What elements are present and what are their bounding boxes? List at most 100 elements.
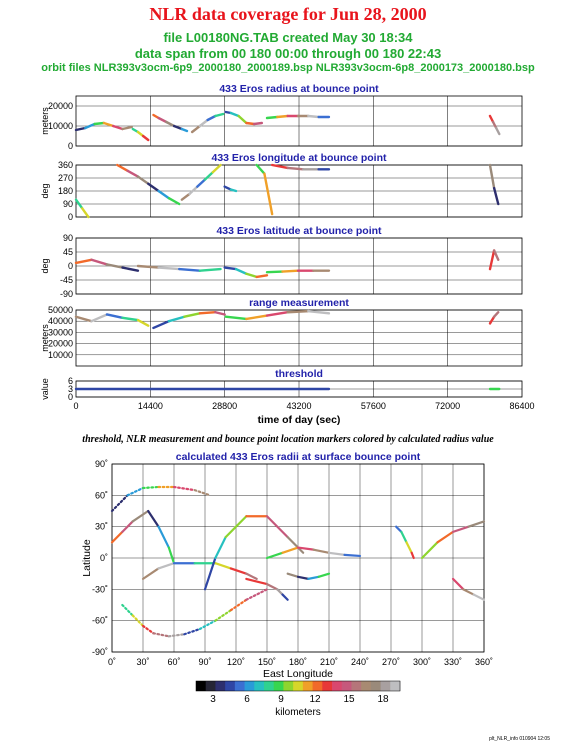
strip-title: 433 Eros radius at bounce point (219, 83, 379, 95)
map-x-axis-label: East Longitude (263, 668, 333, 680)
data-segment (111, 124, 124, 131)
map-x-tick-label: 210˚ (320, 657, 338, 667)
map-x-tick-label: 90˚ (198, 657, 211, 667)
data-segment (167, 315, 186, 323)
data-segment (245, 272, 258, 279)
map-track-segment (203, 556, 217, 591)
map-track-segment (167, 633, 186, 638)
y-tick-label: 0 (68, 212, 73, 222)
data-segment (102, 121, 115, 128)
y-tick-label: 20000 (48, 339, 73, 349)
map-x-tick-label: 120˚ (227, 657, 245, 667)
data-segment (188, 185, 199, 196)
data-segment (281, 269, 300, 273)
data-segment (147, 182, 160, 193)
data-segment (255, 274, 269, 279)
data-segment (265, 115, 279, 120)
colorbar: 3 6 9 12 15 18 kilometers (195, 680, 401, 718)
data-segment (307, 114, 320, 119)
data-segment (157, 116, 168, 124)
data-segment (488, 163, 496, 190)
colorbar-swatch (341, 681, 352, 691)
data-segment (190, 124, 202, 134)
strip-title: threshold (275, 368, 323, 380)
data-segment (198, 267, 222, 272)
map-x-tick-label: 300˚ (413, 657, 431, 667)
colorbar-swatch (332, 681, 343, 691)
data-segment (286, 166, 305, 171)
data-segment (80, 207, 90, 219)
map-track-segment (467, 520, 486, 528)
data-segment (93, 121, 106, 126)
data-segment (494, 126, 501, 136)
map-track-segment (245, 588, 269, 601)
data-segment (214, 112, 225, 118)
map-track-segment (141, 567, 160, 580)
data-span: data span from 00 180 00:00 through 00 1… (134, 46, 442, 61)
x-tick-label: 43200 (286, 401, 311, 411)
map-track-segment (198, 619, 217, 631)
map-x-tick-label: 330˚ (444, 657, 462, 667)
map-track-segment (296, 575, 310, 580)
map-track-segment (462, 588, 475, 596)
y-tick-label: 10000 (48, 350, 73, 360)
data-segment (196, 178, 207, 188)
data-segment (136, 264, 160, 269)
map-track-segment (281, 546, 300, 554)
data-segment (116, 163, 129, 172)
map-track-segment (436, 530, 455, 544)
data-segment (105, 263, 124, 269)
map-track-segment (110, 494, 129, 513)
map-y-tick-label: 60˚ (95, 490, 108, 500)
data-segment (74, 258, 93, 265)
colorbar-swatch (205, 681, 216, 691)
x-tick-label: 72000 (435, 401, 460, 411)
map-y-tick-label: -90˚ (92, 647, 108, 657)
map-x-tick-label: 60˚ (167, 657, 180, 667)
data-segment (223, 266, 238, 271)
map-track-segment (395, 525, 403, 533)
data-segment (180, 192, 191, 201)
colorbar-swatch (234, 681, 246, 691)
data-segment (121, 125, 133, 131)
data-segment (203, 171, 214, 181)
map-track-segment (286, 572, 300, 578)
x-tick-label: 14400 (138, 401, 163, 411)
data-segment (265, 311, 289, 317)
map-y-tick-label: -30˚ (92, 584, 108, 594)
data-segment (245, 314, 269, 321)
data-segment (265, 270, 284, 274)
data-segment (229, 111, 240, 118)
map-track-segment (400, 530, 408, 544)
map-track-segment (152, 632, 170, 638)
caption: threshold, NLR measurement and bounce po… (82, 434, 494, 445)
data-segment (492, 311, 500, 318)
data-segment (252, 121, 264, 126)
colorbar-swatch (283, 681, 294, 691)
data-segment (141, 134, 150, 142)
colorbar-tick-label: 18 (377, 694, 389, 705)
data-segment (183, 312, 202, 318)
file-info: file L00180NG.TAB created May 30 18:34 (163, 30, 413, 45)
map-title: calculated 433 Eros radii at surface bou… (176, 451, 421, 463)
map-y-tick-label: 30˚ (95, 522, 108, 532)
map-track-segment (410, 551, 415, 560)
data-segment (488, 315, 496, 325)
colorbar-frame (195, 680, 401, 692)
map-track-segment (183, 627, 201, 636)
y-axis-label: meters (40, 324, 50, 352)
y-tick-label: 45 (63, 247, 73, 257)
map-track-segment (224, 515, 248, 539)
map-y-tick-label: 0˚ (100, 553, 108, 563)
map-track-segment (121, 603, 134, 617)
map-track-segment (405, 541, 413, 554)
y-tick-label: 360 (58, 160, 73, 170)
map-track-segment (245, 577, 269, 586)
map-track-segment (214, 536, 227, 560)
y-tick-label: 270 (58, 173, 73, 183)
map-track-segment (131, 509, 150, 523)
data-segment (126, 169, 140, 178)
map-track-segment (157, 525, 170, 549)
y-tick-label: 90 (63, 233, 73, 243)
data-segment (237, 114, 248, 125)
